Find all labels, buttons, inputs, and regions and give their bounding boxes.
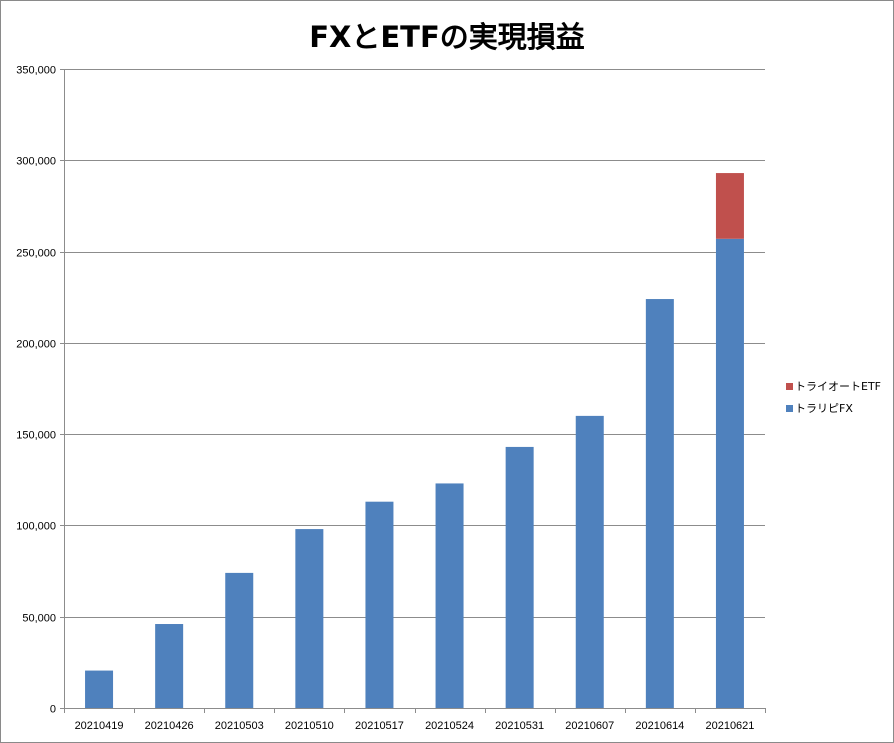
bar-トラリピFX — [575, 415, 604, 708]
x-tick-label: 20210503 — [215, 720, 264, 732]
bar-トラリピFX — [715, 238, 744, 708]
x-tick-label: 20210607 — [565, 720, 614, 732]
bar-トラリピFX — [295, 529, 324, 708]
bar-トラリピFX — [225, 572, 254, 708]
y-tick-label: 200,000 — [16, 339, 56, 351]
x-tick-label: 20210419 — [75, 720, 124, 732]
y-tick-label: 50,000 — [22, 613, 56, 625]
bars — [85, 173, 744, 708]
x-tick-label: 20210524 — [425, 720, 474, 732]
axes — [64, 69, 765, 709]
y-tick-label: 350,000 — [16, 65, 56, 77]
legend-label: トラリピFX — [795, 402, 853, 415]
x-tick-label: 20210614 — [635, 720, 684, 732]
bar-トラリピFX — [155, 624, 184, 708]
x-tick-label: 20210510 — [285, 720, 334, 732]
legend-swatch — [786, 404, 793, 412]
bar-トラリピFX — [505, 446, 534, 708]
y-tick-label: 100,000 — [16, 521, 56, 533]
x-tick-label: 20210517 — [355, 720, 404, 732]
bar-トラリピFX — [85, 670, 114, 708]
bar-トラリピFX — [435, 483, 464, 708]
legend-label: トライオートETF — [795, 380, 881, 393]
legend-item: トライオートETF — [786, 378, 881, 394]
x-tick-label: 20210426 — [145, 720, 194, 732]
bar-トライオートETF — [715, 173, 744, 239]
y-tick-label: 0 — [50, 704, 56, 716]
y-tick-label: 250,000 — [16, 248, 56, 260]
x-axis-ticks: 20210419 20210426 20210503 20210510 20210517… — [64, 708, 766, 732]
bar-トラリピFX — [645, 299, 674, 708]
y-tick-label: 300,000 — [16, 156, 56, 168]
bar-トラリピFX — [365, 501, 394, 708]
y-axis-ticks: 0 50,000 100,000 150,000 200,000 250,000 300,0… — [16, 65, 64, 716]
legend-swatch — [786, 382, 793, 390]
x-tick-label: 20210531 — [495, 720, 544, 732]
y-tick-label: 150,000 — [16, 430, 56, 442]
legend-item: トラリピFX — [786, 400, 881, 416]
x-tick-label: 20210621 — [705, 720, 754, 732]
chart-title: FXとETFの実現損益 — [309, 20, 585, 54]
legend: トライオートETF トラリピFX — [786, 378, 881, 422]
